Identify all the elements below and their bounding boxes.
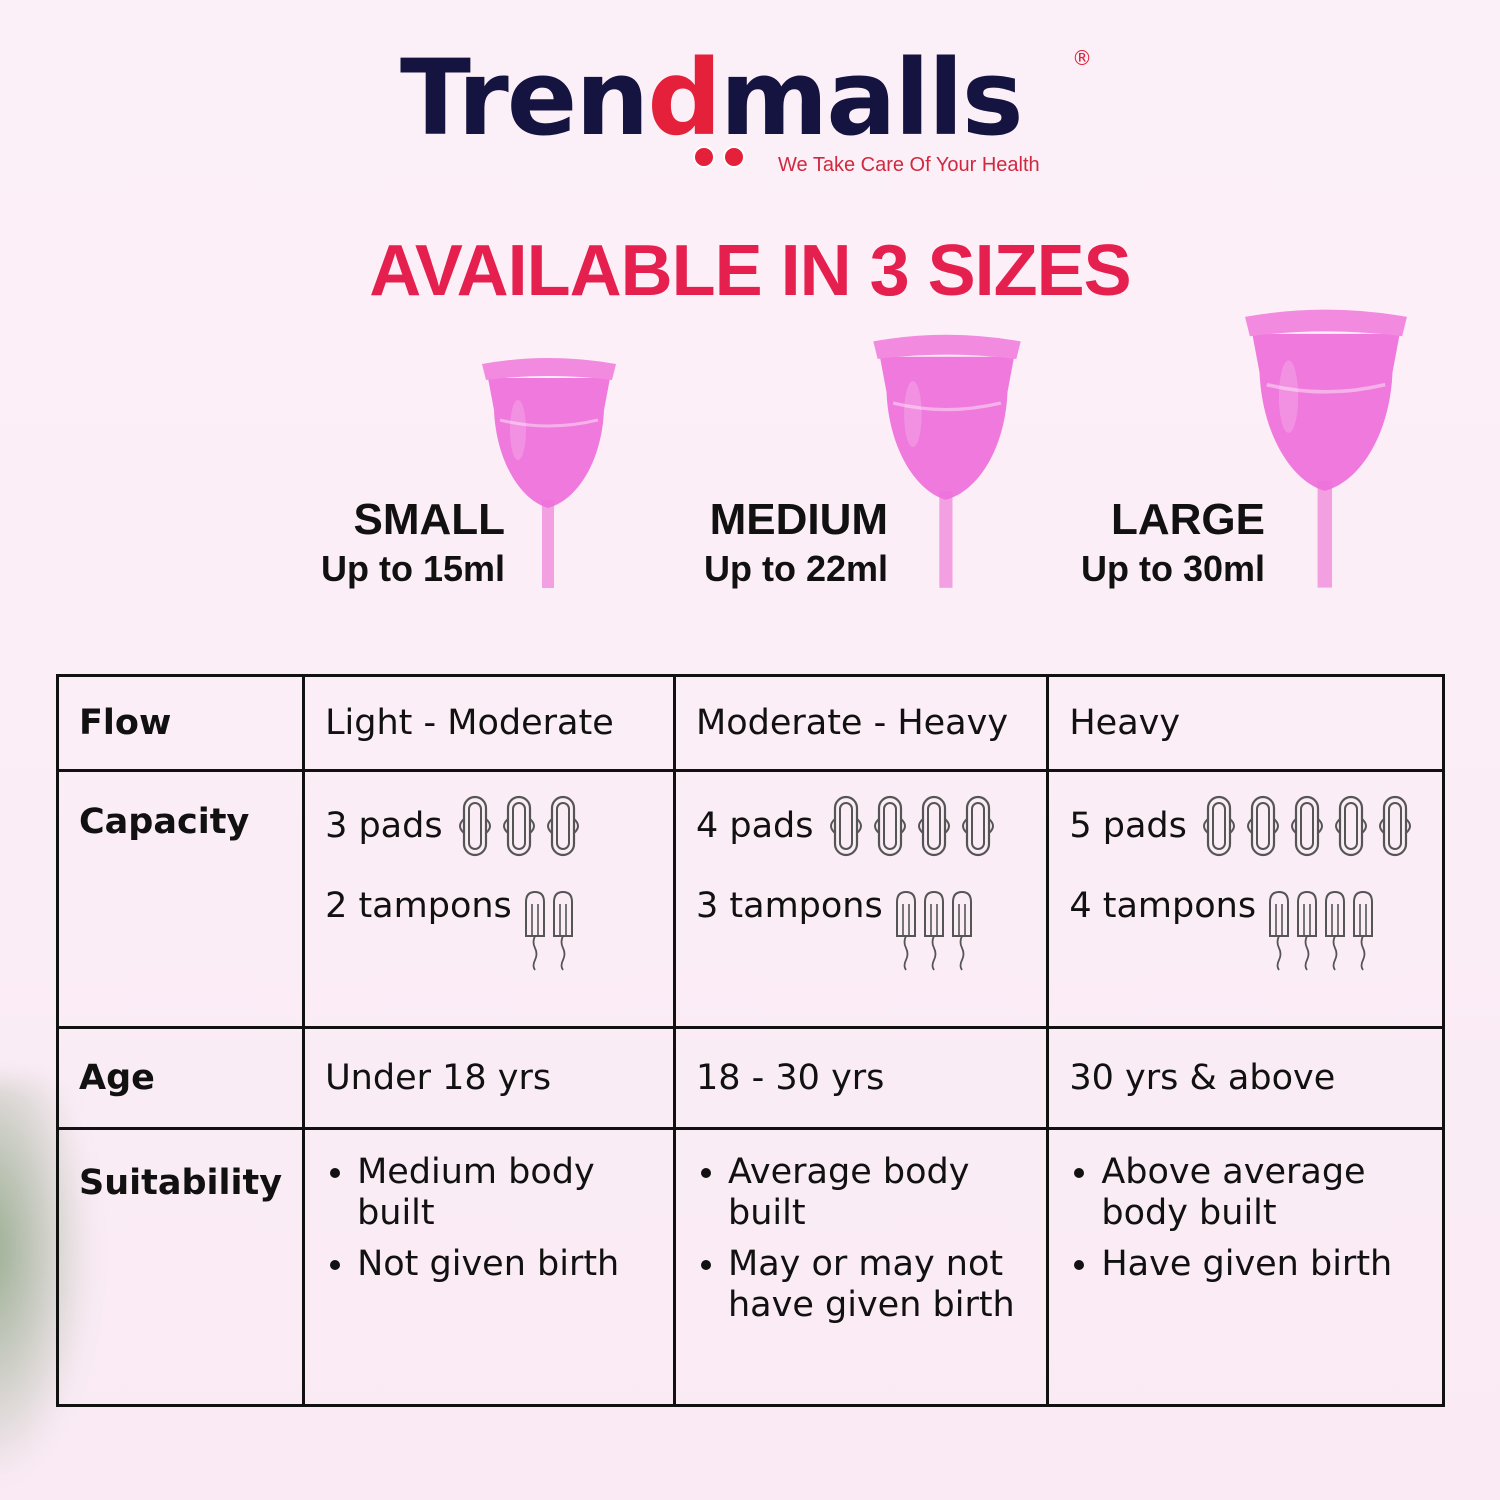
pad-icon — [1378, 795, 1411, 857]
table-cell: Heavy — [1046, 674, 1445, 772]
registered-mark: ® — [1072, 46, 1092, 70]
size-small: SMALL Up to 15ml — [320, 495, 505, 589]
table-cell: Light - Moderate — [302, 674, 676, 772]
size-large: LARGE Up to 30ml — [1080, 495, 1265, 589]
table-cell: Medium body built Not given birth — [302, 1127, 676, 1407]
tampon-icon — [1325, 890, 1346, 971]
brand-logo: Trendmalls ® We Take Care Of Your Health — [400, 37, 1092, 176]
bullet-item: Medium body built — [357, 1152, 653, 1234]
tampon-icon — [923, 890, 944, 971]
tampon-icon — [1297, 890, 1318, 971]
table-row-capacity: Capacity 3 pads 2 tampons 4 pads 3 tampo… — [55, 769, 1445, 1029]
tampon-icon — [524, 890, 545, 971]
pad-icon — [546, 795, 579, 857]
row-label: Age — [55, 1026, 306, 1130]
table-cell: Moderate - Heavy — [672, 674, 1050, 772]
small-cup-image — [482, 358, 616, 588]
pad-icon — [961, 795, 994, 857]
table-row-flow: Flow Light - Moderate Moderate - Heavy H… — [55, 674, 1445, 772]
table-cell: Under 18 yrs — [302, 1026, 676, 1130]
table-cell: Average body built May or may not have gi… — [672, 1127, 1050, 1407]
pad-icons — [826, 795, 998, 857]
pad-icon — [1246, 795, 1279, 857]
pad-icon — [1290, 795, 1323, 857]
row-label: Capacity — [55, 769, 306, 1029]
tampon-icon — [895, 890, 916, 971]
tagline: We Take Care Of Your Health — [778, 154, 1040, 176]
large-cup-image — [1245, 309, 1407, 588]
row-label: Suitability — [55, 1127, 306, 1407]
pad-icons — [455, 795, 583, 857]
tampon-icons — [1268, 890, 1374, 972]
bullet-item: Average body built — [728, 1152, 1026, 1234]
pad-icon — [458, 795, 491, 857]
pad-icon — [1334, 795, 1367, 857]
medium-cup-image — [873, 334, 1021, 588]
headline: AVAILABLE IN 3 SIZES — [369, 231, 1131, 311]
pad-icon — [873, 795, 906, 857]
pad-icon — [829, 795, 862, 857]
pad-icons — [1199, 795, 1415, 857]
bullet-item: Have given birth — [1101, 1244, 1422, 1285]
bullet-item: Not given birth — [357, 1244, 653, 1285]
row-label: Flow — [55, 674, 306, 772]
bullet-item: Above average body built — [1101, 1152, 1422, 1234]
bullet-item: May or may not have given birth — [728, 1244, 1026, 1326]
pad-icon — [502, 795, 535, 857]
table-cell: 3 pads 2 tampons — [302, 769, 676, 1029]
table-cell: 18 - 30 yrs — [672, 1026, 1050, 1130]
tampon-icon — [1353, 890, 1374, 971]
cart-wheels-icon — [693, 146, 745, 168]
tampon-icon — [951, 890, 972, 971]
table-cell: 30 yrs & above — [1046, 1026, 1445, 1130]
table-cell: 5 pads 4 tampons — [1046, 769, 1445, 1029]
tampon-icons — [895, 890, 973, 972]
table-row-suitability: Suitability Medium body built Not given b… — [55, 1127, 1445, 1407]
pad-icon — [917, 795, 950, 857]
size-medium: MEDIUM Up to 22ml — [703, 495, 888, 589]
size-comparison-table: Flow Light - Moderate Moderate - Heavy H… — [55, 674, 1445, 1407]
table-row-age: Age Under 18 yrs 18 - 30 yrs 30 yrs & ab… — [55, 1026, 1445, 1130]
table-cell: 4 pads 3 tampons — [672, 769, 1050, 1029]
tampon-icon — [552, 890, 573, 971]
tampon-icons — [524, 890, 574, 972]
pad-icon — [1202, 795, 1235, 857]
table-cell: Above average body built Have given birth — [1046, 1127, 1445, 1407]
tampon-icon — [1269, 890, 1290, 971]
